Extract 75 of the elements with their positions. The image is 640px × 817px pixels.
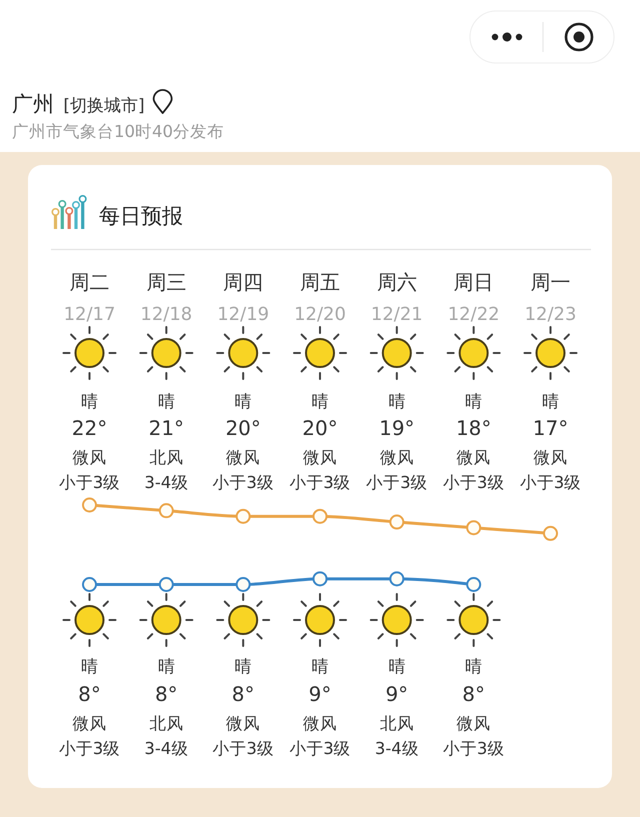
text: 小于3级 xyxy=(212,739,274,758)
text: 小于3级 xyxy=(520,473,582,492)
text: 晴 xyxy=(388,657,406,677)
text: 晴 xyxy=(234,657,252,677)
text: 小于3级 xyxy=(212,473,274,492)
data-label: 20° xyxy=(225,416,261,440)
text: 微风 xyxy=(456,448,491,467)
text: 晴 xyxy=(81,657,98,677)
text: 微风 xyxy=(72,714,106,733)
text: 微风 xyxy=(226,448,260,467)
point xyxy=(158,503,174,518)
point xyxy=(82,498,97,512)
text: 晴 xyxy=(465,657,482,677)
text: 北风 xyxy=(149,714,184,733)
data-label: 9° xyxy=(385,682,408,706)
data-label: 20° xyxy=(302,416,338,440)
point xyxy=(466,520,482,536)
text: 3-4级 xyxy=(374,739,419,758)
x-tick-label: 周一 12/23 xyxy=(524,270,576,325)
x-tick-label: 周二 12/17 xyxy=(64,270,116,325)
x-tick-label: 周五 12/20 xyxy=(294,270,346,325)
text: 晴 xyxy=(81,392,98,412)
x-tick-label: 周日 12/22 xyxy=(448,270,500,325)
point xyxy=(389,571,404,586)
x-tick-label: 周三 12/18 xyxy=(140,270,192,325)
data-label: 22° xyxy=(72,416,108,440)
text: 晴 xyxy=(542,392,559,412)
data-label: 8° xyxy=(462,682,486,706)
point xyxy=(158,577,174,592)
data-label: 18° xyxy=(456,416,492,440)
text: 微风 xyxy=(226,714,260,733)
text: 小于3级 xyxy=(366,473,428,492)
data-label: 8° xyxy=(154,682,178,706)
point xyxy=(543,526,558,541)
text: 微风 xyxy=(534,448,568,467)
x-tick-label: 周四 12/19 xyxy=(217,270,270,325)
text: 北风 xyxy=(149,448,184,467)
text: 小于3级 xyxy=(442,473,504,492)
data-label: 21° xyxy=(148,416,184,440)
text: 晴 xyxy=(388,392,406,412)
point xyxy=(236,508,251,524)
text: 北风 xyxy=(380,714,414,733)
text: 晴 xyxy=(465,392,482,412)
text: 晴 xyxy=(158,657,175,677)
text: 小于3级 xyxy=(442,739,504,758)
text: 广州市气象台10时40分发布 xyxy=(12,122,224,141)
point xyxy=(312,508,328,524)
point xyxy=(82,577,97,592)
text: 微风 xyxy=(456,714,491,733)
data-label: 19° xyxy=(379,416,415,440)
data-label: 8° xyxy=(78,682,101,706)
text: 晴 xyxy=(158,392,175,412)
text: 小于3级 xyxy=(289,473,351,492)
data-label: 17° xyxy=(532,416,568,440)
text: 晴 xyxy=(312,392,328,412)
text: 晴 xyxy=(234,392,252,412)
text: 晴 xyxy=(312,657,328,677)
x-tick-label: 周六 12/21 xyxy=(370,270,423,325)
text: 小于3级 xyxy=(58,739,120,758)
text: 小于3级 xyxy=(58,473,120,492)
text: 微风 xyxy=(380,448,414,467)
point xyxy=(236,577,251,592)
text: 小于3级 xyxy=(289,739,351,758)
text: 3-4级 xyxy=(144,473,188,492)
text: 3-4级 xyxy=(144,739,188,758)
point xyxy=(389,514,404,530)
point xyxy=(466,577,482,592)
text: 微风 xyxy=(303,448,337,467)
chart-title: 每日预报 xyxy=(99,204,183,228)
data-label: 9° xyxy=(308,682,332,706)
point xyxy=(312,571,328,586)
text: 微风 xyxy=(303,714,337,733)
text: 微风 xyxy=(72,448,106,467)
text: 广州 [切换城市] xyxy=(12,92,145,116)
data-label: 8° xyxy=(232,682,255,706)
